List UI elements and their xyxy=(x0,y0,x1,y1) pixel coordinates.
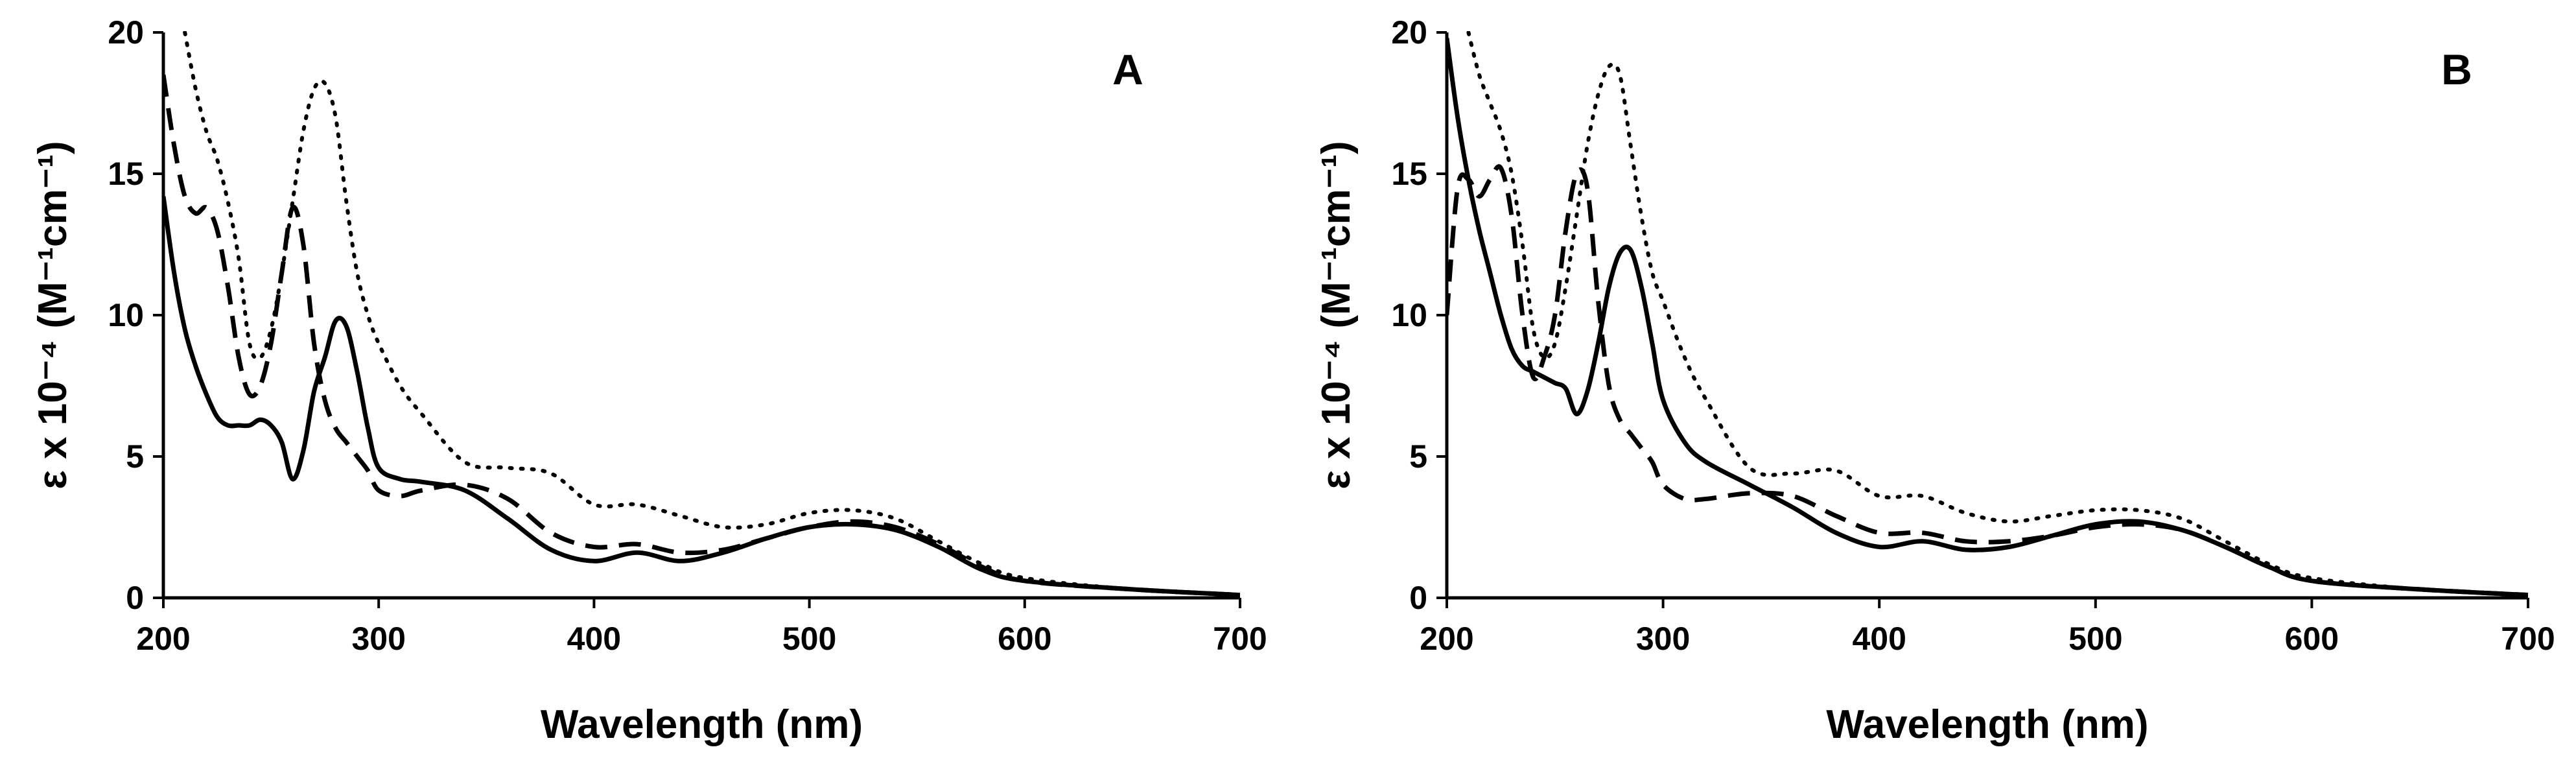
x-tick-label: 300 xyxy=(351,621,405,657)
series-line-solid xyxy=(1447,38,2528,598)
x-axis-title: Wavelength (nm) xyxy=(541,702,863,747)
y-tick-label: 20 xyxy=(1391,14,1427,51)
y-tick-label: 10 xyxy=(1391,297,1427,333)
x-tick-label: 300 xyxy=(1636,621,1690,657)
chart-panel-a: 0 5 10 15 20 200 300 400 500 600 700 Wavelength (nm… xyxy=(30,14,1267,747)
x-tick-label: 400 xyxy=(1852,621,1906,657)
x-tick-label: 200 xyxy=(136,621,190,657)
series-line-solid xyxy=(163,196,1240,598)
x-tick-label: 400 xyxy=(567,621,621,657)
x-axis-title: Wavelength (nm) xyxy=(1826,702,2148,747)
chart-panel-b: 0 5 10 15 20 200 300 400 500 600 700 Wavelength (nm… xyxy=(1314,14,2555,747)
series-line-dashed xyxy=(1447,164,2528,598)
x-tick-label: 600 xyxy=(998,621,1051,657)
y-tick-label: 20 xyxy=(108,14,144,51)
y-tick-label: 0 xyxy=(1409,580,1427,616)
panel-label: B xyxy=(2441,45,2472,93)
x-tick-label: 700 xyxy=(1213,621,1267,657)
series-line-dashed xyxy=(163,74,1240,598)
y-tick-label: 5 xyxy=(1409,438,1427,475)
x-tick-label: 600 xyxy=(2285,621,2339,657)
y-axis-title: ε x 10⁻⁴ (M⁻¹cm⁻¹) xyxy=(1314,141,1359,489)
panel-label: A xyxy=(1112,45,1143,93)
y-tick-label: 15 xyxy=(108,156,144,192)
series-line-dotted xyxy=(183,31,1240,597)
x-tick-label: 500 xyxy=(782,621,836,657)
y-tick-label: 0 xyxy=(126,580,144,616)
x-tick-label: 500 xyxy=(2068,621,2122,657)
x-tick-label: 700 xyxy=(2501,621,2555,657)
series-line-dotted xyxy=(1466,31,2528,597)
y-tick-label: 15 xyxy=(1391,156,1427,192)
x-tick-label: 200 xyxy=(1420,621,1473,657)
y-tick-label: 5 xyxy=(126,438,144,475)
y-axis-title: ε x 10⁻⁴ (M⁻¹cm⁻¹) xyxy=(30,141,75,489)
y-tick-label: 10 xyxy=(108,297,144,333)
